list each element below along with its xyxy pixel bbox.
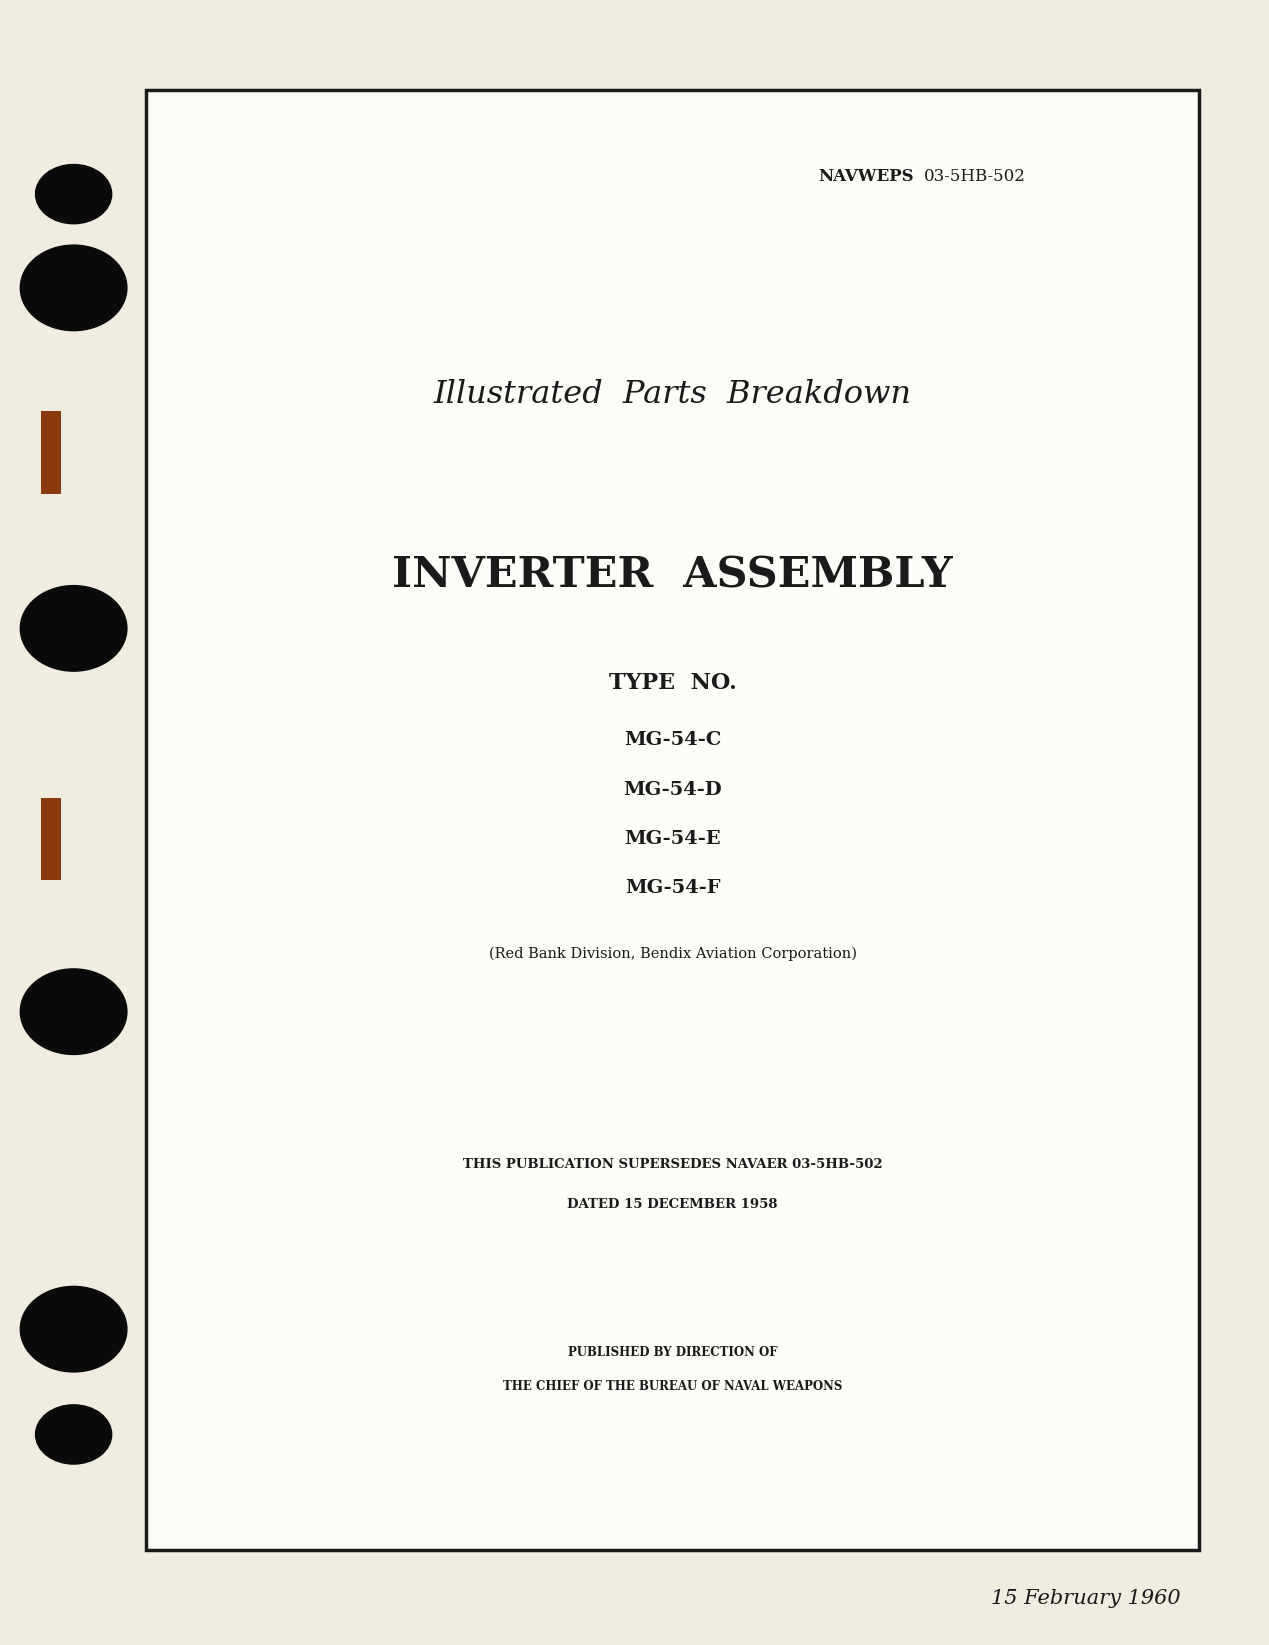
Text: TYPE  NO.: TYPE NO. [609, 671, 736, 694]
Text: DATED 15 DECEMBER 1958: DATED 15 DECEMBER 1958 [567, 1198, 778, 1211]
Text: 15 February 1960: 15 February 1960 [991, 1589, 1180, 1609]
Text: 03-5HB-502: 03-5HB-502 [924, 168, 1025, 184]
Text: (Red Bank Division, Bendix Aviation Corporation): (Red Bank Division, Bendix Aviation Corp… [489, 948, 857, 961]
Text: INVERTER  ASSEMBLY: INVERTER ASSEMBLY [392, 554, 953, 597]
Bar [41, 411, 61, 494]
Text: MG-54-D: MG-54-D [623, 781, 722, 798]
Text: THIS PUBLICATION SUPERSEDES NAVAER 03-5HB-502: THIS PUBLICATION SUPERSEDES NAVAER 03-5H… [463, 1158, 882, 1171]
Text: NAVWEPS: NAVWEPS [819, 168, 914, 184]
Text: THE CHIEF OF THE BUREAU OF NAVAL WEAPONS: THE CHIEF OF THE BUREAU OF NAVAL WEAPONS [503, 1380, 843, 1393]
Bar [146, 90, 1199, 1550]
Ellipse shape [36, 1405, 112, 1464]
Text: Illustrated  Parts  Breakdown: Illustrated Parts Breakdown [434, 380, 911, 410]
Ellipse shape [20, 245, 127, 331]
Ellipse shape [20, 1286, 127, 1372]
Text: MG-54-E: MG-54-E [624, 831, 721, 847]
Ellipse shape [36, 164, 112, 224]
Text: PUBLISHED BY DIRECTION OF: PUBLISHED BY DIRECTION OF [567, 1346, 778, 1359]
Text: MG-54-C: MG-54-C [624, 732, 721, 748]
Ellipse shape [20, 586, 127, 671]
Bar [41, 798, 61, 880]
Text: MG-54-F: MG-54-F [624, 880, 721, 897]
Ellipse shape [20, 969, 127, 1054]
